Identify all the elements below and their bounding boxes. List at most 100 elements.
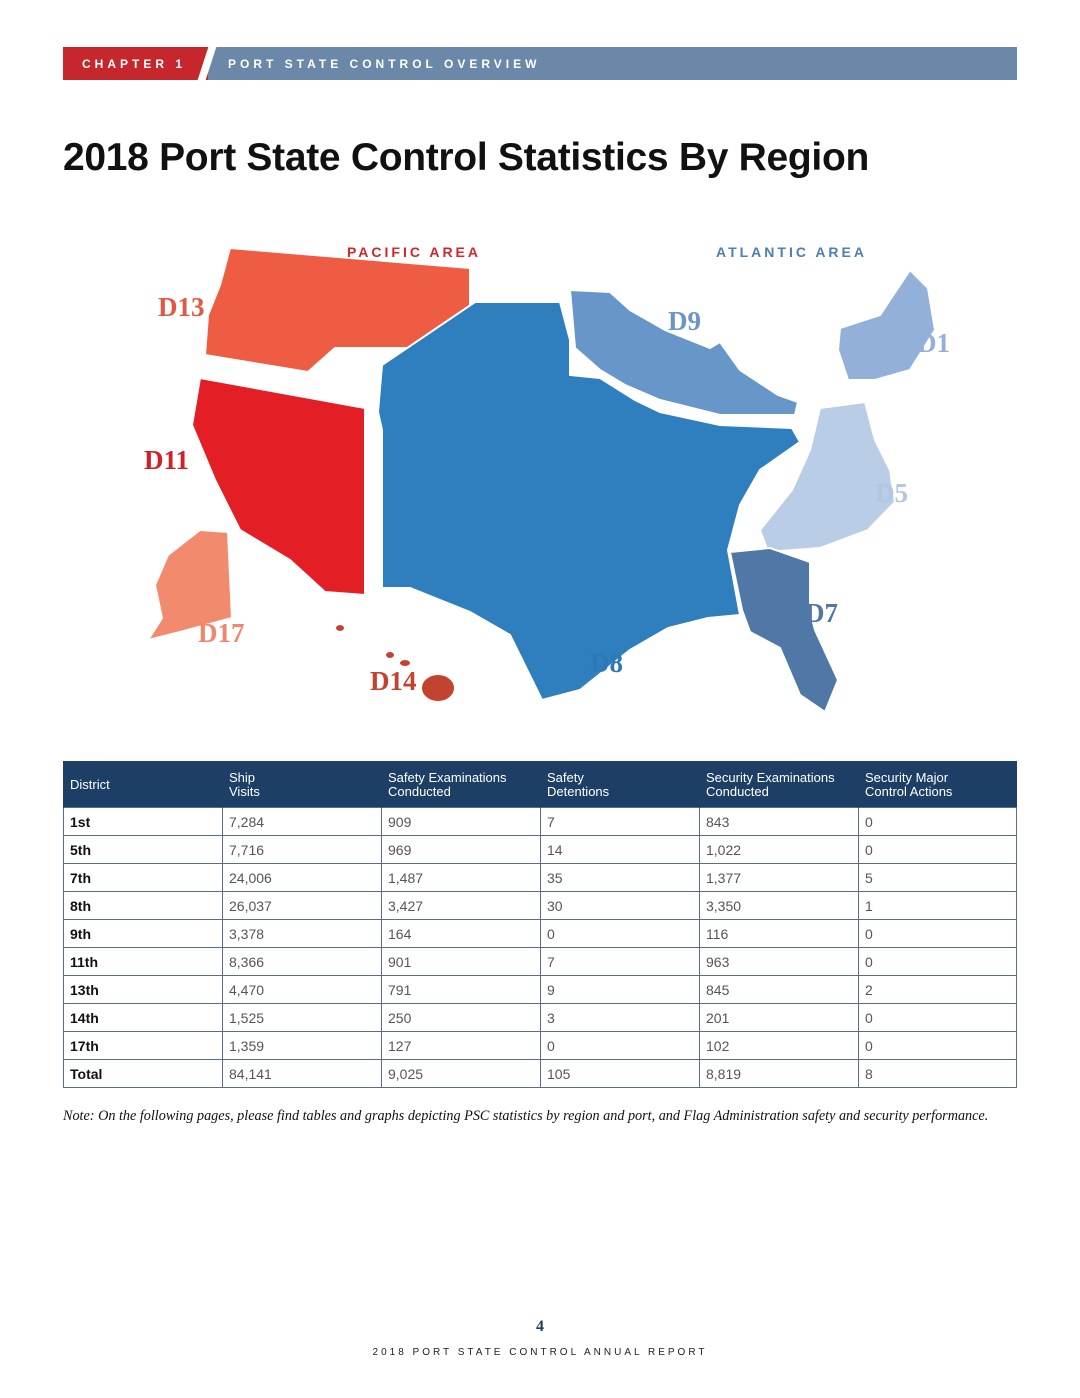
value-cell: 7,716 [222,835,382,864]
district-cell: 17th [63,1031,223,1060]
district-label-d5: D5 [875,478,908,508]
table-row: 8th 26,037 3,427 30 3,350 1 [63,891,1017,920]
value-cell: 909 [381,807,541,836]
value-cell: 0 [858,919,1017,948]
value-cell: 791 [381,975,541,1004]
statistics-table: District Ship Visits Safety Examinations C… [63,761,1017,1088]
value-cell: 8 [858,1059,1017,1088]
value-cell: 84,141 [222,1059,382,1088]
value-cell: 4,470 [222,975,382,1004]
col-header-security-exams: Security Examinations Conducted [699,761,859,808]
table-note: Note: On the following pages, please fin… [63,1108,989,1124]
region-map: PACIFIC AREA ATLANTIC AREA D13 D11 D17 D… [120,230,980,730]
col-header-safety-exams: Safety Examinations Conducted [381,761,541,808]
value-cell: 116 [699,919,859,948]
district-7-region [728,546,840,714]
value-cell: 963 [699,947,859,976]
district-17-region [145,528,234,642]
page-title: 2018 Port State Control Statistics By Re… [63,136,869,179]
value-cell: 8,366 [222,947,382,976]
col-header-district: District [63,761,223,808]
district-cell: 5th [63,835,223,864]
district-label-d7: D7 [805,598,838,628]
table-row: Total 84,141 9,025 105 8,819 8 [63,1059,1017,1088]
table-row: 5th 7,716 969 14 1,022 0 [63,835,1017,864]
district-label-d14: D14 [370,666,417,696]
col-header-safety-detentions: Safety Detentions [540,761,700,808]
table-row: 9th 3,378 164 0 116 0 [63,919,1017,948]
district-9-region [568,288,800,416]
value-cell: 0 [858,1003,1017,1032]
district-1-region [836,268,937,381]
page-footer: 2018 PORT STATE CONTROL ANNUAL REPORT [372,1347,708,1358]
value-cell: 164 [381,919,541,948]
value-cell: 1,359 [222,1031,382,1060]
table-row: 1st 7,284 909 7 843 0 [63,807,1017,836]
value-cell: 901 [381,947,541,976]
district-label-d13: D13 [158,292,205,322]
district-cell: 13th [63,975,223,1004]
value-cell: 0 [858,835,1017,864]
district-cell: 11th [63,947,223,976]
district-label-d9: D9 [668,306,701,336]
value-cell: 843 [699,807,859,836]
value-cell: 0 [858,947,1017,976]
value-cell: 3,378 [222,919,382,948]
section-tab [208,47,1017,80]
value-cell: 9,025 [381,1059,541,1088]
table-row: 13th 4,470 791 9 845 2 [63,975,1017,1004]
section-label: PORT STATE CONTROL OVERVIEW [228,57,541,71]
value-cell: 5 [858,863,1017,892]
table-row: 17th 1,359 127 0 102 0 [63,1031,1017,1060]
district-11-region [190,376,366,597]
district-cell: 1st [63,807,223,836]
table-header-row: District Ship Visits Safety Examinations C… [63,761,1017,808]
value-cell: 1 [858,891,1017,920]
value-cell: 102 [699,1031,859,1060]
value-cell: 1,487 [381,863,541,892]
district-cell: Total [63,1059,223,1088]
value-cell: 24,006 [222,863,382,892]
table-row: 14th 1,525 250 3 201 0 [63,1003,1017,1032]
district-label-d17: D17 [198,618,245,648]
district-cell: 9th [63,919,223,948]
us-map-graphic [145,246,937,714]
district-14-island [336,625,344,631]
district-13-region [203,246,471,374]
value-cell: 1,525 [222,1003,382,1032]
col-header-security-actions: Security Major Control Actions [858,761,1017,808]
value-cell: 14 [540,835,700,864]
district-14-island [400,660,410,666]
district-label-d11: D11 [144,445,190,475]
district-cell: 8th [63,891,223,920]
page-number: 4 [536,1318,544,1335]
district-8-region [376,301,802,702]
value-cell: 845 [699,975,859,1004]
value-cell: 1,022 [699,835,859,864]
value-cell: 105 [540,1059,700,1088]
value-cell: 127 [381,1031,541,1060]
chapter-banner: CHAPTER 1 PORT STATE CONTROL OVERVIEW [63,47,1017,80]
value-cell: 3 [540,1003,700,1032]
value-cell: 8,819 [699,1059,859,1088]
pacific-area-label: PACIFIC AREA [347,244,481,260]
district-cell: 14th [63,1003,223,1032]
value-cell: 1,377 [699,863,859,892]
district-14-island [386,652,394,658]
table-row: 11th 8,366 901 7 963 0 [63,947,1017,976]
value-cell: 9 [540,975,700,1004]
district-label-d1: D1 [917,328,950,358]
district-14-region [420,673,456,703]
value-cell: 0 [858,1031,1017,1060]
chapter-label: CHAPTER 1 [82,57,187,71]
chapter-tab [63,47,208,80]
value-cell: 35 [540,863,700,892]
table-row: 7th 24,006 1,487 35 1,377 5 [63,863,1017,892]
value-cell: 250 [381,1003,541,1032]
value-cell: 3,350 [699,891,859,920]
value-cell: 7 [540,947,700,976]
atlantic-area-label: ATLANTIC AREA [716,244,867,260]
value-cell: 0 [540,1031,700,1060]
district-cell: 7th [63,863,223,892]
value-cell: 0 [540,919,700,948]
